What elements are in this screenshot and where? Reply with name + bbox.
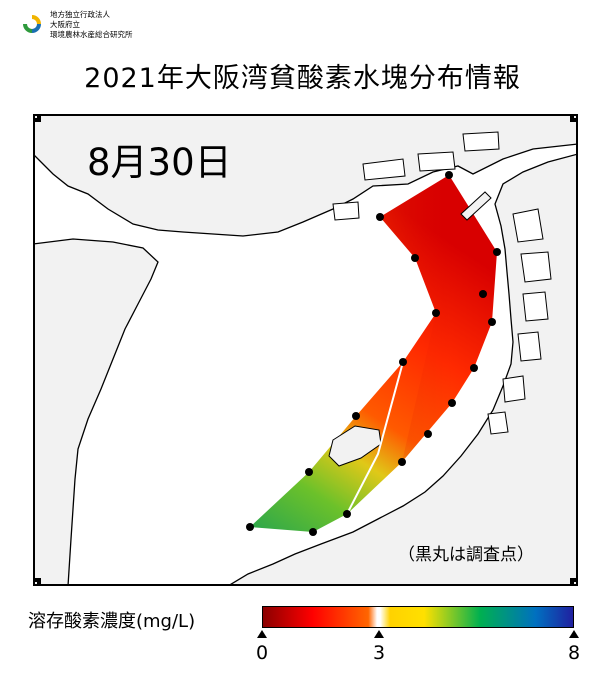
colorbar-tick-marker [374,630,384,638]
survey-station-dot [343,510,351,518]
survey-station-dot [448,399,456,407]
survey-station-dot [488,318,496,326]
survey-station-dot [411,254,419,262]
colorbar-tick-label: 8 [568,642,581,664]
survey-station-dot [470,364,478,372]
artificial-island [328,425,382,467]
institute-name-line-2: 大阪府立 [50,20,80,29]
institute-name-line-3: 環境農林水産総合研究所 [50,30,133,39]
map-frame-ticks [34,115,577,585]
survey-station-dot [309,528,317,536]
colorbar-tick-marker [257,630,267,638]
survey-station-dot [305,468,313,476]
survey-stations [246,171,501,536]
land-east-south [226,153,578,586]
survey-station-dot [399,358,407,366]
legend-title: 溶存酸素濃度(mg/L) [28,611,196,632]
land-northwest [33,114,578,237]
land-awaji [33,238,159,586]
map-frame [33,114,578,586]
colorbar-tick-marker [569,630,579,638]
oxygen-colorbar [262,606,574,628]
survey-station-dot [246,523,254,531]
survey-station-dot [479,290,487,298]
harbour-jetty [460,191,492,221]
institute-name-line-1: 地方独立行政法人 [50,10,110,19]
survey-station-dot [445,171,453,179]
institute-logo: 地方独立行政法人 大阪府立 環境農林水産総合研究所 [20,10,200,46]
port-structures [332,131,552,435]
survey-station-dot [352,412,360,420]
osaka-bay-map [33,114,578,586]
survey-station-dot [398,458,406,466]
survey-date: 8月30日 [87,141,232,184]
survey-station-dot [376,213,384,221]
colorbar-tick-label: 3 [373,642,386,664]
institute-logo-icon [23,15,41,33]
station-note: （黒丸は調査点） [398,545,534,565]
colorbar-tick-label: 0 [256,642,269,664]
oxygen-distribution-shade [380,175,497,462]
airport-bridge [347,361,404,513]
institute-name: 地方独立行政法人 大阪府立 環境農林水産総合研究所 [50,10,133,40]
survey-station-dot [432,309,440,317]
page-title: 2021年大阪湾貧酸素水塊分布情報 [84,63,521,94]
survey-station-dot [493,248,501,256]
survey-station-dot [424,430,432,438]
